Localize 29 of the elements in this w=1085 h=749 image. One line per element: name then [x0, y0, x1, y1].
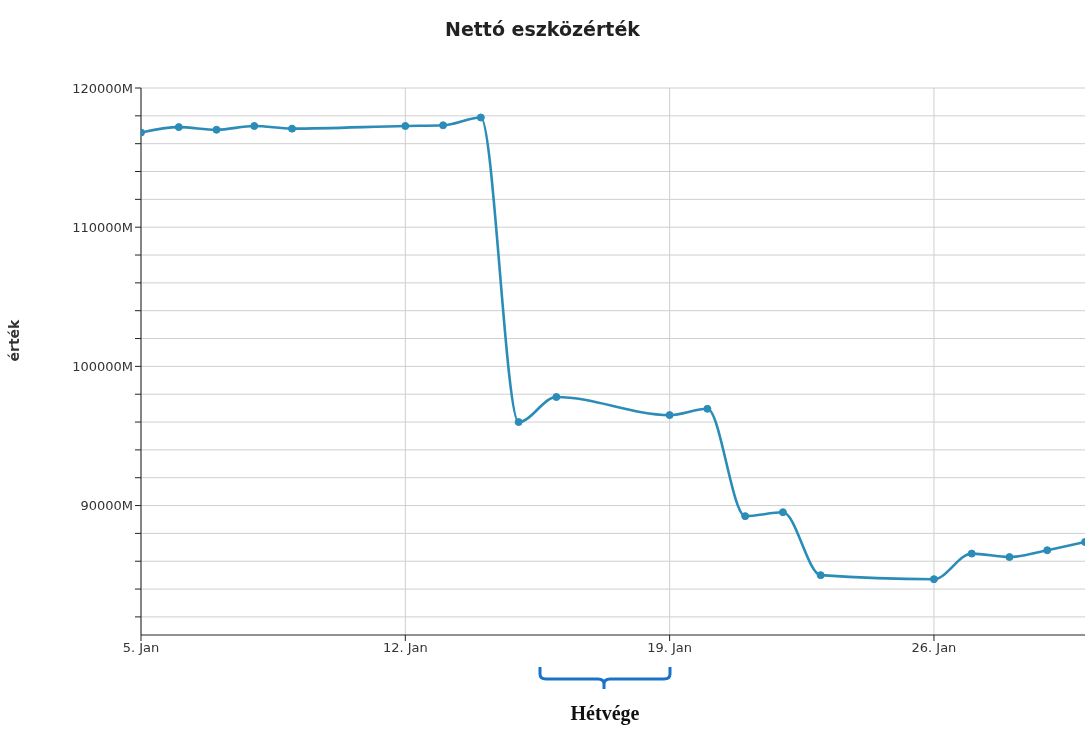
- point: [250, 122, 259, 130]
- point: [778, 508, 787, 517]
- point: [929, 575, 938, 584]
- x-tick-label: 26. Jan: [911, 640, 957, 656]
- y-tick-label: 120000M: [72, 80, 133, 96]
- point: [476, 113, 485, 122]
- point: [665, 411, 674, 420]
- y-axis-title: érték: [5, 318, 22, 362]
- point: [703, 404, 712, 413]
- point: [514, 418, 523, 427]
- chart-title: Nettó eszközérték: [444, 18, 641, 40]
- y-tick-label: 90000M: [80, 498, 133, 514]
- point: [967, 549, 976, 558]
- point: [1043, 546, 1052, 555]
- x-tick-label: 5. Jan: [122, 640, 160, 656]
- x-tick-label: 19. Jan: [647, 640, 693, 656]
- point: [401, 122, 410, 130]
- y-tick-label: 110000M: [72, 219, 133, 235]
- point: [741, 512, 750, 521]
- point: [174, 123, 183, 132]
- x-tick-label: 12. Jan: [382, 640, 428, 656]
- point: [816, 571, 825, 580]
- text: Hétvége: [569, 702, 641, 725]
- y-tick-label: 100000M: [72, 358, 133, 374]
- point: [552, 392, 561, 401]
- point: [439, 121, 448, 130]
- point: [212, 125, 221, 134]
- point: [1005, 553, 1014, 562]
- point: [288, 124, 297, 133]
